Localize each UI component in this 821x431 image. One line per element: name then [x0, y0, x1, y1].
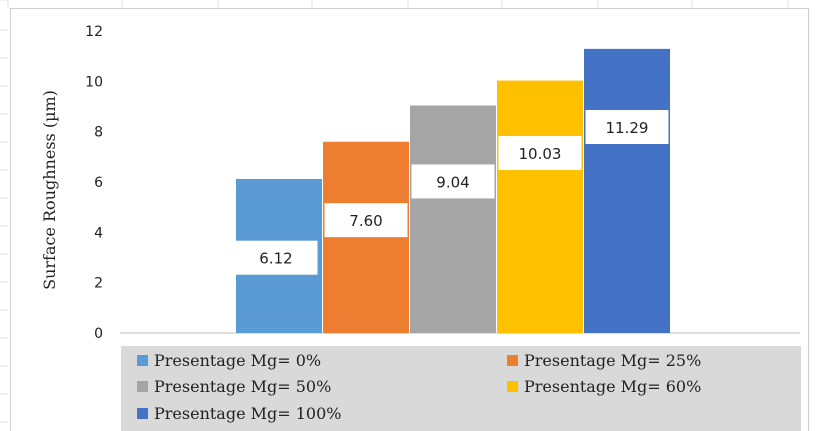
- chart-border: [10, 8, 809, 431]
- legend-label-mg-100: Presentage Mg= 100%: [154, 403, 342, 423]
- data-label-box: [234, 240, 318, 275]
- legend-item-mg-50: Presentage Mg= 50%: [137, 376, 331, 396]
- data-label-box: [324, 203, 408, 238]
- data-labels: 6.12 7.60 9.04 10.03 11.29: [234, 110, 669, 275]
- y-axis-label: Surface Roughness (µm): [40, 90, 59, 290]
- data-label: 9.04: [411, 164, 495, 199]
- legend-label-mg-50: Presentage Mg= 50%: [154, 376, 332, 396]
- legend-label-mg-0: Presentage Mg= 0%: [154, 350, 322, 370]
- legend-item-mg-0: Presentage Mg= 0%: [137, 350, 321, 370]
- data-label-text: 7.60: [349, 212, 382, 230]
- y-tick-label: 6: [94, 175, 103, 191]
- y-tick-label: 10: [85, 74, 103, 90]
- y-tick-label: 0: [94, 326, 103, 342]
- y-axis: 0 2 4 6 8 10 12: [85, 24, 103, 342]
- y-tick-label: 12: [85, 24, 103, 40]
- y-tick-label: 2: [94, 276, 103, 292]
- bar: [497, 80, 583, 333]
- legend-item-mg-100: Presentage Mg= 100%: [137, 403, 342, 423]
- data-label: 7.60: [324, 203, 408, 238]
- data-label: 10.03: [498, 136, 582, 171]
- data-label-box: [411, 164, 495, 199]
- bar: [584, 48, 670, 333]
- legend: Presentage Mg= 0% Presentage Mg= 25% Pre…: [121, 346, 801, 431]
- bar: [410, 105, 496, 333]
- data-label-box: [498, 136, 582, 171]
- data-label-box: [585, 110, 669, 145]
- bars: [236, 48, 670, 333]
- legend-swatch-mg-60: [507, 380, 518, 392]
- legend-label-mg-25: Presentage Mg= 25%: [524, 350, 702, 370]
- legend-item-mg-25: Presentage Mg= 25%: [507, 350, 701, 370]
- data-label-text: 11.29: [606, 119, 649, 137]
- legend-item-mg-60: Presentage Mg= 60%: [507, 376, 701, 396]
- data-label-text: 6.12: [259, 250, 292, 268]
- legend-label-mg-60: Presentage Mg= 60%: [524, 376, 702, 396]
- data-label: 6.12: [234, 240, 318, 275]
- legend-swatch-mg-25: [507, 354, 518, 366]
- data-label: 11.29: [585, 110, 669, 145]
- bar: [323, 141, 409, 333]
- data-label-text: 10.03: [519, 145, 562, 163]
- legend-swatch-mg-100: [137, 407, 148, 419]
- legend-swatch-mg-0: [137, 354, 148, 366]
- y-tick-label: 4: [94, 225, 103, 241]
- data-label-text: 9.04: [436, 173, 469, 191]
- y-tick-label: 8: [94, 125, 103, 141]
- legend-swatch-mg-50: [137, 380, 148, 392]
